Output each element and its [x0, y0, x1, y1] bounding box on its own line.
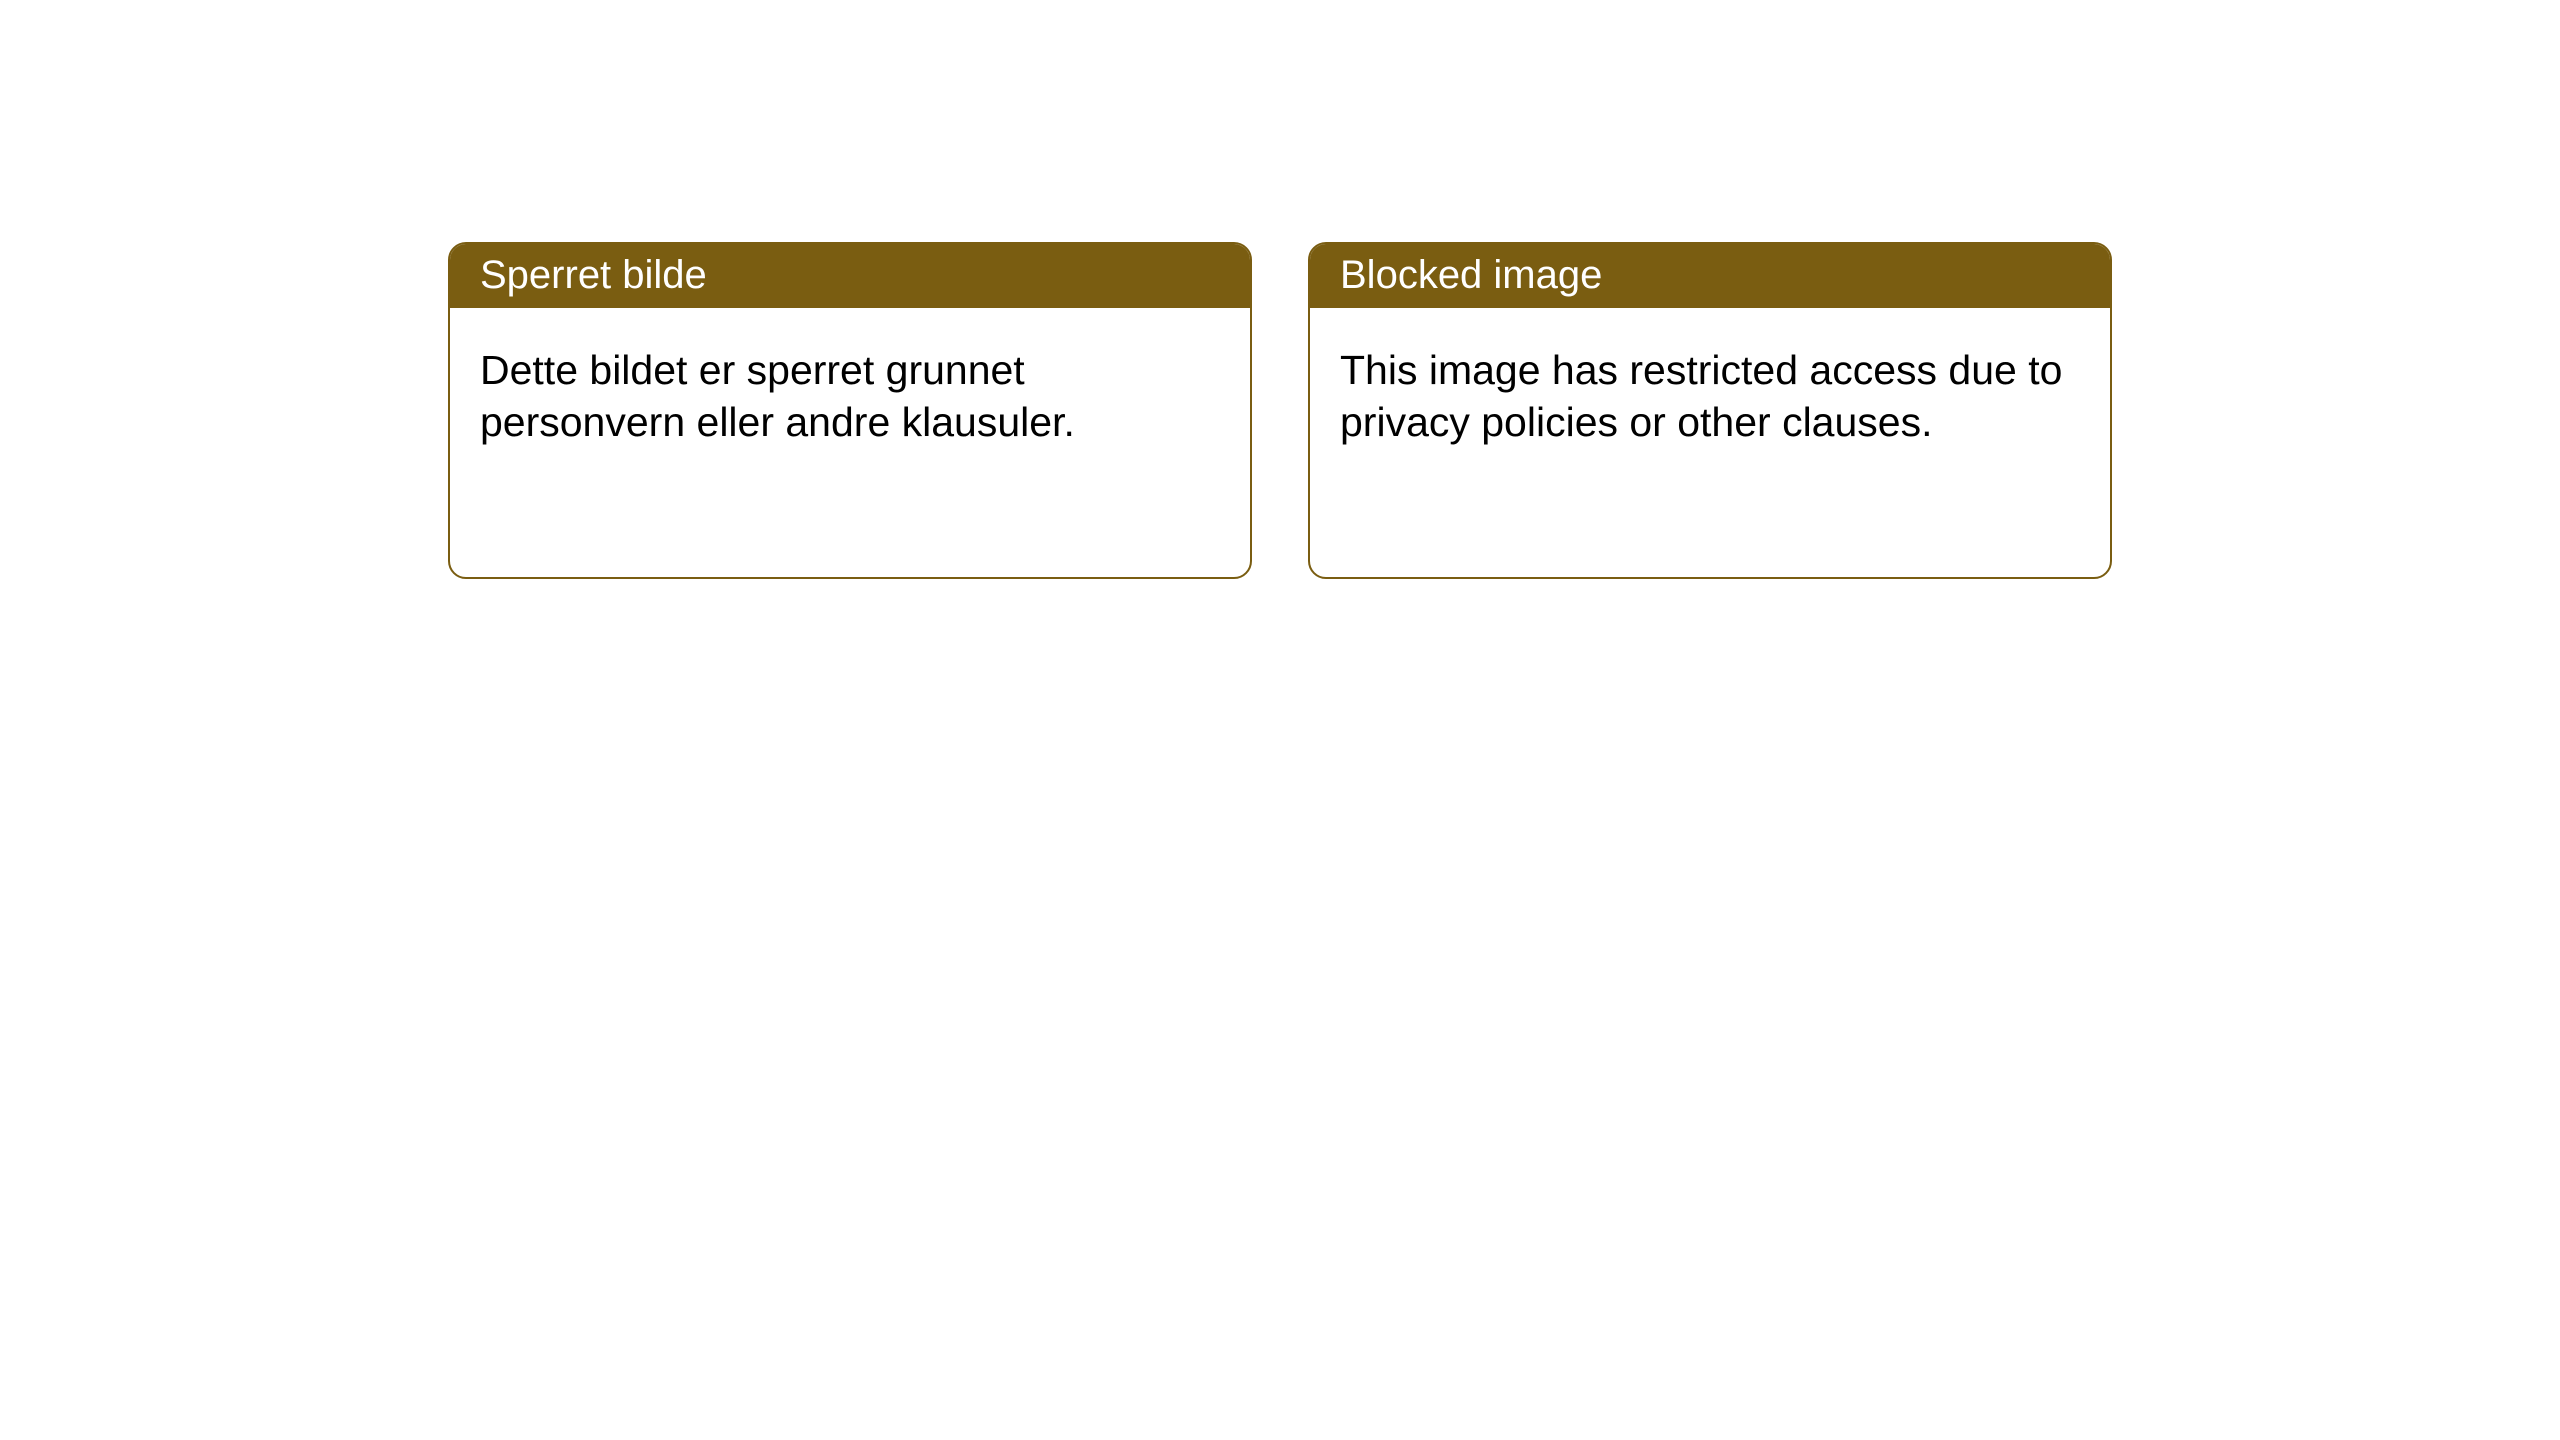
notice-header: Sperret bilde: [450, 244, 1250, 308]
notice-body: This image has restricted access due to …: [1310, 308, 2110, 478]
notice-container: Sperret bilde Dette bildet er sperret gr…: [0, 0, 2560, 579]
notice-card-norwegian: Sperret bilde Dette bildet er sperret gr…: [448, 242, 1252, 579]
notice-body: Dette bildet er sperret grunnet personve…: [450, 308, 1250, 478]
notice-card-english: Blocked image This image has restricted …: [1308, 242, 2112, 579]
notice-header: Blocked image: [1310, 244, 2110, 308]
